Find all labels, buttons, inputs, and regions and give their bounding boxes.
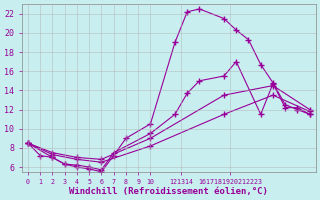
X-axis label: Windchill (Refroidissement éolien,°C): Windchill (Refroidissement éolien,°C) <box>69 187 268 196</box>
